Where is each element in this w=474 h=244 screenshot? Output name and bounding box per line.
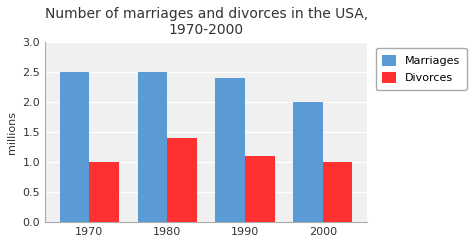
Y-axis label: millions: millions bbox=[7, 111, 17, 154]
Legend: Marriages, Divorces: Marriages, Divorces bbox=[376, 48, 466, 90]
Bar bbox=[293, 102, 323, 222]
Title: Number of marriages and divorces in the USA,
1970-2000: Number of marriages and divorces in the … bbox=[45, 7, 368, 37]
Bar bbox=[323, 162, 352, 222]
Bar bbox=[60, 72, 89, 222]
Bar bbox=[215, 78, 245, 222]
Bar bbox=[245, 156, 274, 222]
Bar bbox=[167, 138, 197, 222]
Bar bbox=[89, 162, 119, 222]
Bar bbox=[137, 72, 167, 222]
